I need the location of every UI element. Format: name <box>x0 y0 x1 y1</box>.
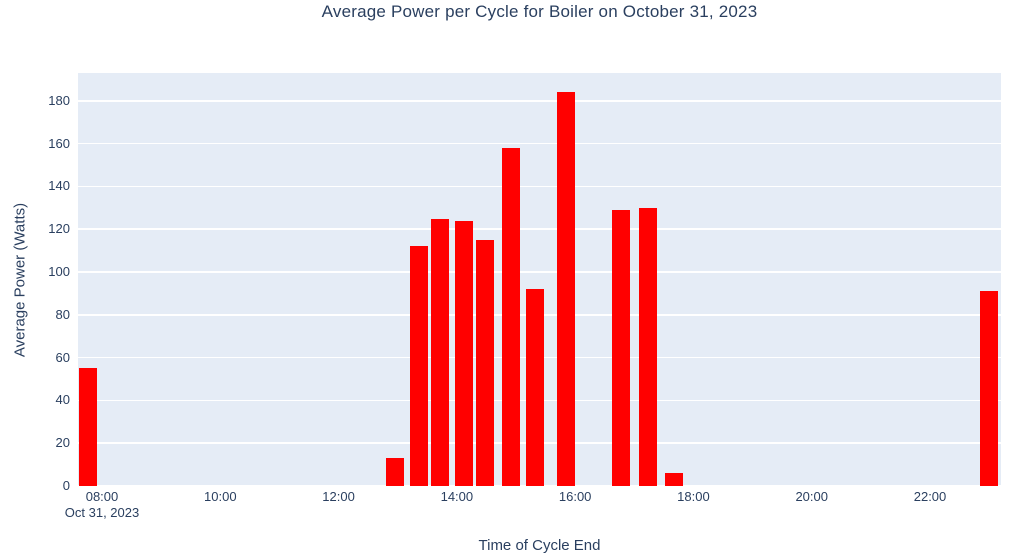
plot-area <box>78 73 1001 487</box>
bar[interactable] <box>385 458 404 486</box>
x-axis-date-label: Oct 31, 2023 <box>64 505 140 520</box>
x-tick-label: 08:00 <box>85 489 119 504</box>
y-gridline <box>78 185 1001 188</box>
y-tick-label: 140 <box>48 178 70 194</box>
bar[interactable] <box>639 207 658 486</box>
y-tick-label: 60 <box>55 349 70 365</box>
y-tick-label: 0 <box>62 478 70 493</box>
y-tick-label: 100 <box>48 264 70 279</box>
y-tick-label: 20 <box>55 435 70 451</box>
bar[interactable] <box>431 218 450 486</box>
bar[interactable] <box>502 147 521 486</box>
y-tick-label: 160 <box>48 135 70 151</box>
y-tick-label: 120 <box>48 221 70 237</box>
x-tick-label: 10:00 <box>204 489 237 504</box>
y-gridline <box>78 485 1001 487</box>
bar[interactable] <box>79 368 98 486</box>
bar[interactable] <box>410 246 429 486</box>
bar[interactable] <box>525 289 544 486</box>
chart-title: Average Power per Cycle for Boiler on Oc… <box>321 2 758 21</box>
x-tick-label: 20:00 <box>795 489 828 504</box>
x-axis-title: Time of Cycle End <box>478 537 601 554</box>
bar[interactable] <box>980 291 999 486</box>
x-tick-label: 12:00 <box>322 489 355 504</box>
bar[interactable] <box>454 220 473 486</box>
y-gridline <box>78 100 1001 102</box>
y-tick-label: 40 <box>55 392 70 408</box>
bar[interactable] <box>557 92 576 486</box>
y-gridline <box>78 142 1001 145</box>
bar[interactable] <box>611 209 630 486</box>
x-tick-label: 22:00 <box>913 489 947 504</box>
bar[interactable] <box>476 239 495 486</box>
x-tick-label: 14:00 <box>440 489 474 504</box>
y-gridline <box>78 271 1001 273</box>
x-tick-label: 18:00 <box>677 489 710 504</box>
y-tick-label: 180 <box>48 92 70 108</box>
y-tick-label: 80 <box>55 306 70 322</box>
bar[interactable] <box>664 473 683 486</box>
x-tick-label: 16:00 <box>558 489 592 504</box>
y-gridline <box>78 228 1001 230</box>
